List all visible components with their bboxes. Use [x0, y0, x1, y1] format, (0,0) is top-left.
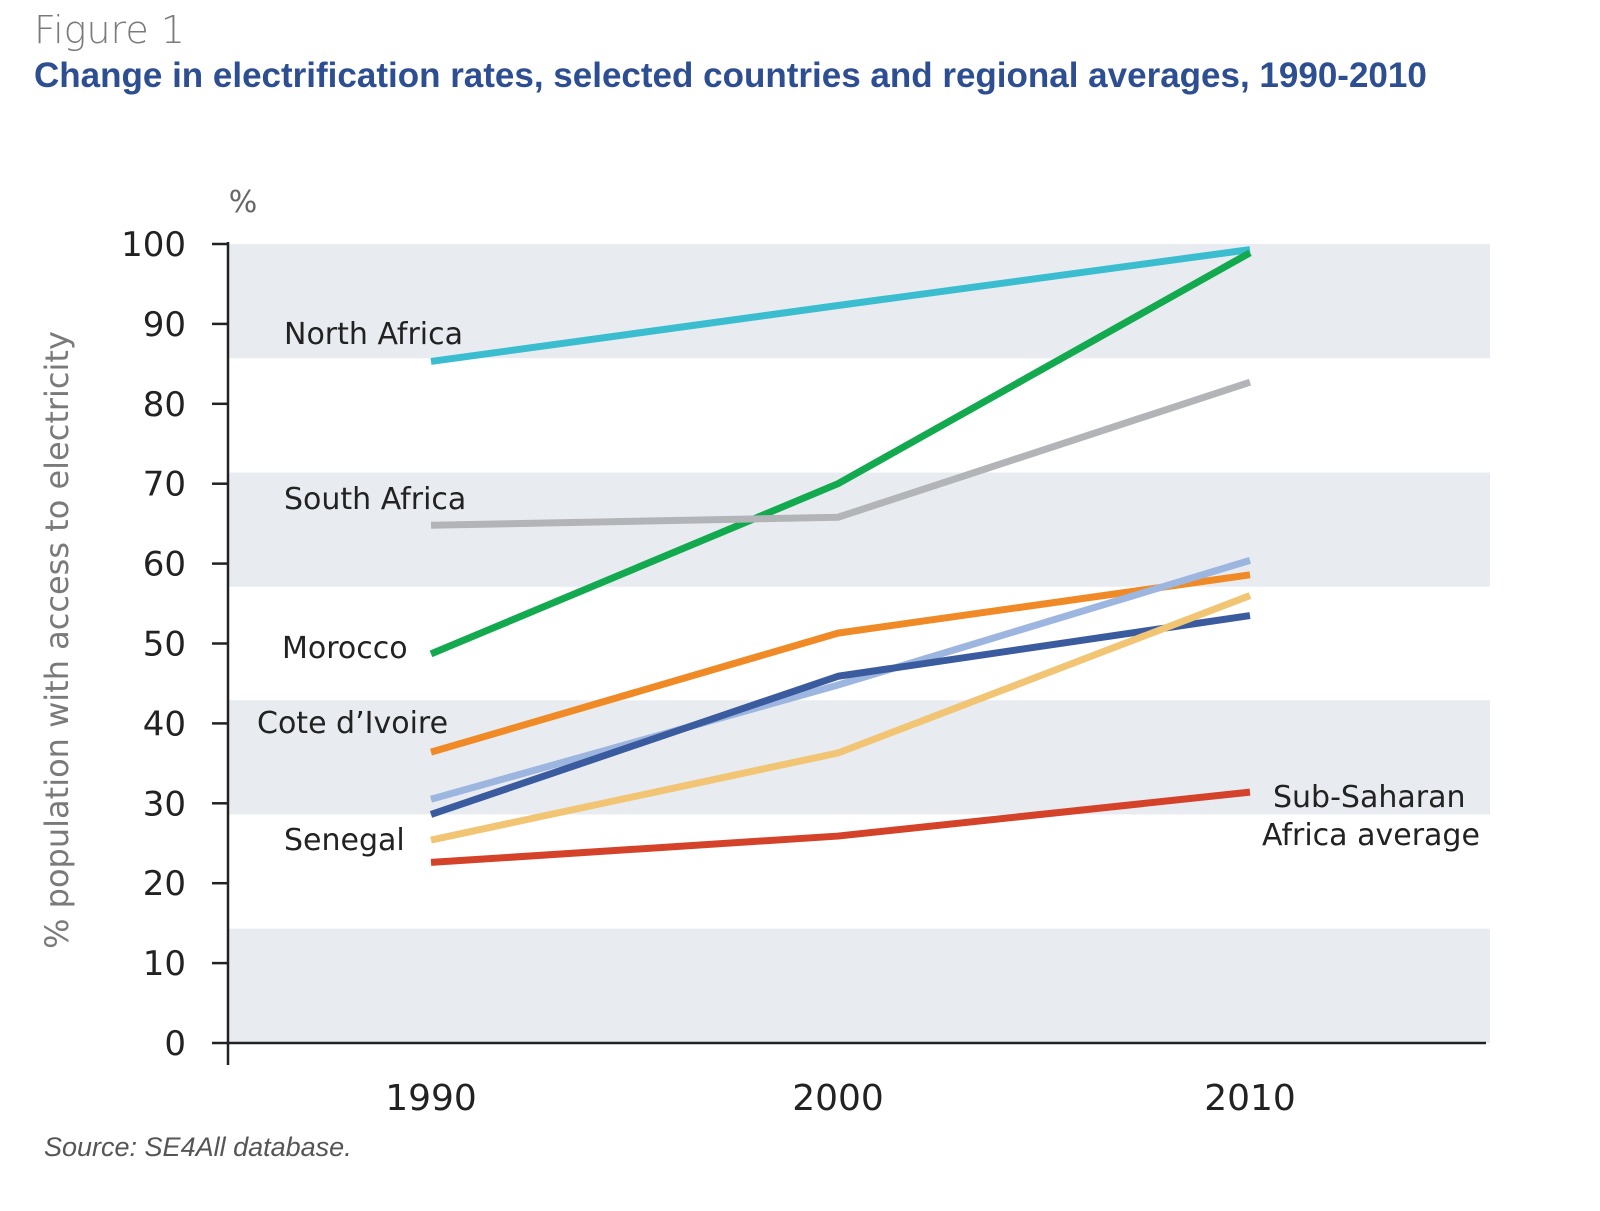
shaded-bands	[228, 244, 1490, 1043]
x-tick-label: 2010	[1204, 1078, 1296, 1119]
series-label: South Africa	[284, 482, 466, 517]
y-tick-label: 30	[143, 784, 186, 824]
chart-title: Change in electrification rates, selecte…	[34, 56, 1427, 95]
x-tick-label: 1990	[385, 1078, 477, 1119]
y-axis-unit: %	[229, 185, 258, 220]
y-tick-label: 50	[143, 625, 186, 665]
series-label: Senegal	[284, 823, 405, 858]
y-axis-label: % population with access to electricity	[38, 331, 76, 949]
series-lines	[429, 246, 1252, 866]
y-tick-label: 70	[143, 465, 186, 505]
y-tick-label: 40	[143, 704, 186, 744]
y-tick-label: 80	[143, 385, 186, 425]
series-label: Sub-Saharan	[1273, 780, 1465, 815]
y-tick-label: 10	[143, 944, 186, 984]
y-tick-label: 0	[164, 1024, 186, 1064]
x-axis-ticks: 1990 2000 2010	[385, 1078, 1296, 1119]
source-note: Source: SE4All database.	[44, 1132, 352, 1162]
series-label: Morocco	[282, 631, 408, 666]
y-tick-label: 100	[121, 225, 186, 265]
y-axis-ticks: 0 10 20 30 40 50 60 70 80 90 100	[121, 225, 228, 1064]
series-label: North Africa	[284, 317, 463, 352]
shaded-band	[228, 472, 1490, 587]
series-labels: North Africa South Africa Morocco Cote d’Iv…	[257, 317, 1480, 858]
figure-label: Figure 1	[34, 8, 185, 52]
series-label: Cote d’Ivoire	[257, 706, 448, 741]
y-tick-label: 60	[143, 545, 186, 585]
series-label: Africa average	[1262, 818, 1480, 853]
shaded-band	[228, 928, 1490, 1043]
y-tick-label: 90	[143, 305, 186, 345]
x-tick-label: 2000	[792, 1078, 884, 1119]
y-tick-label: 20	[143, 864, 186, 904]
axes	[226, 242, 1486, 1065]
